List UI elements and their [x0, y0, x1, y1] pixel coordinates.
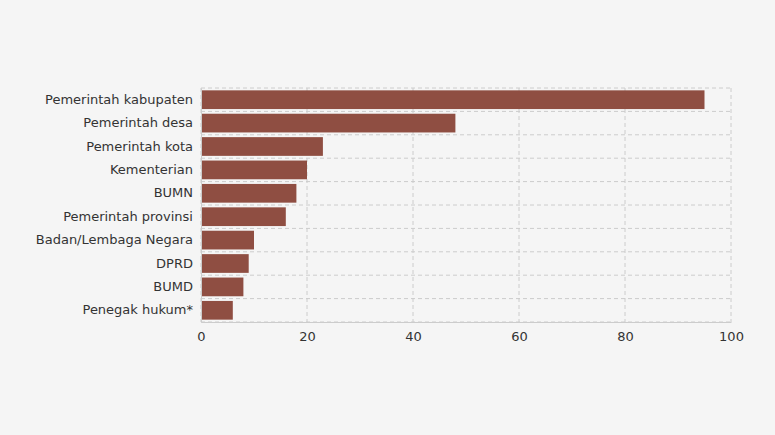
y-tick-label: Pemerintah kota	[86, 139, 193, 154]
category-grid-line	[201, 228, 731, 229]
x-tick-label: 60	[511, 329, 528, 344]
x-tick-label: 100	[719, 329, 744, 344]
category-grid-line	[201, 298, 731, 299]
y-tick: BUMN	[154, 185, 201, 200]
bar	[201, 184, 296, 203]
x-tick-label: 80	[617, 329, 634, 344]
y-tick-label: BUMD	[153, 279, 193, 294]
category-grid-line	[201, 134, 731, 135]
y-tick-label: Kementerian	[110, 162, 193, 177]
category-grid-line	[201, 88, 731, 89]
y-tick: Pemerintah provinsi	[63, 209, 201, 224]
category-grid-line	[201, 322, 731, 323]
category-grid-line	[201, 275, 731, 276]
x-tick: 60	[511, 322, 528, 344]
y-tick-label: Badan/Lembaga Negara	[36, 232, 193, 247]
plot: 020406080100Pemerintah kabupatenPemerint…	[36, 88, 744, 344]
bar	[201, 137, 323, 156]
x-tick-label: 0	[197, 329, 205, 344]
y-tick-label: BUMN	[154, 185, 193, 200]
y-tick-label: Pemerintah provinsi	[63, 209, 193, 224]
x-axis-line	[202, 322, 732, 323]
y-tick: Pemerintah kota	[86, 139, 201, 154]
x-tick: 0	[197, 322, 205, 344]
bar	[201, 254, 249, 273]
x-axis: 0 20 40 60 80 100	[197, 322, 744, 344]
y-tick: Pemerintah kabupaten	[45, 92, 201, 107]
y-tick: Pemerintah desa	[83, 115, 201, 130]
grid	[201, 88, 731, 322]
x-tick-label: 40	[405, 329, 422, 344]
x-tick: 100	[719, 322, 744, 344]
y-axis-line	[201, 89, 202, 323]
x-tick: 80	[617, 322, 634, 344]
y-tick-label: Penegak hukum*	[83, 302, 194, 317]
grid-line	[201, 88, 202, 322]
y-tick-label: Pemerintah kabupaten	[45, 92, 193, 107]
x-tick-label: 20	[299, 329, 316, 344]
y-tick: DPRD	[156, 256, 201, 271]
category-grid-line	[201, 158, 731, 159]
category-grid-line	[201, 111, 731, 112]
bar	[201, 231, 254, 250]
chart: 020406080100Pemerintah kabupatenPemerint…	[0, 0, 775, 435]
category-grid-line	[201, 251, 731, 252]
bar	[201, 161, 307, 180]
bar	[201, 207, 286, 226]
y-tick-label: DPRD	[156, 256, 193, 271]
bar	[201, 301, 233, 320]
category-grid-line	[201, 205, 731, 206]
bars	[201, 90, 705, 319]
y-tick: Penegak hukum*	[83, 302, 202, 317]
y-tick: Kementerian	[110, 162, 201, 177]
category-grid-line	[201, 181, 731, 182]
y-tick: Badan/Lembaga Negara	[36, 232, 201, 247]
x-tick: 20	[299, 322, 316, 344]
bar	[201, 90, 705, 109]
y-tick: BUMD	[153, 279, 201, 294]
y-tick-label: Pemerintah desa	[83, 115, 193, 130]
y-axis: Pemerintah kabupaten Pemerintah desa Pemer…	[36, 89, 202, 323]
bar	[201, 114, 455, 133]
x-tick: 40	[405, 322, 422, 344]
bar	[201, 278, 243, 297]
